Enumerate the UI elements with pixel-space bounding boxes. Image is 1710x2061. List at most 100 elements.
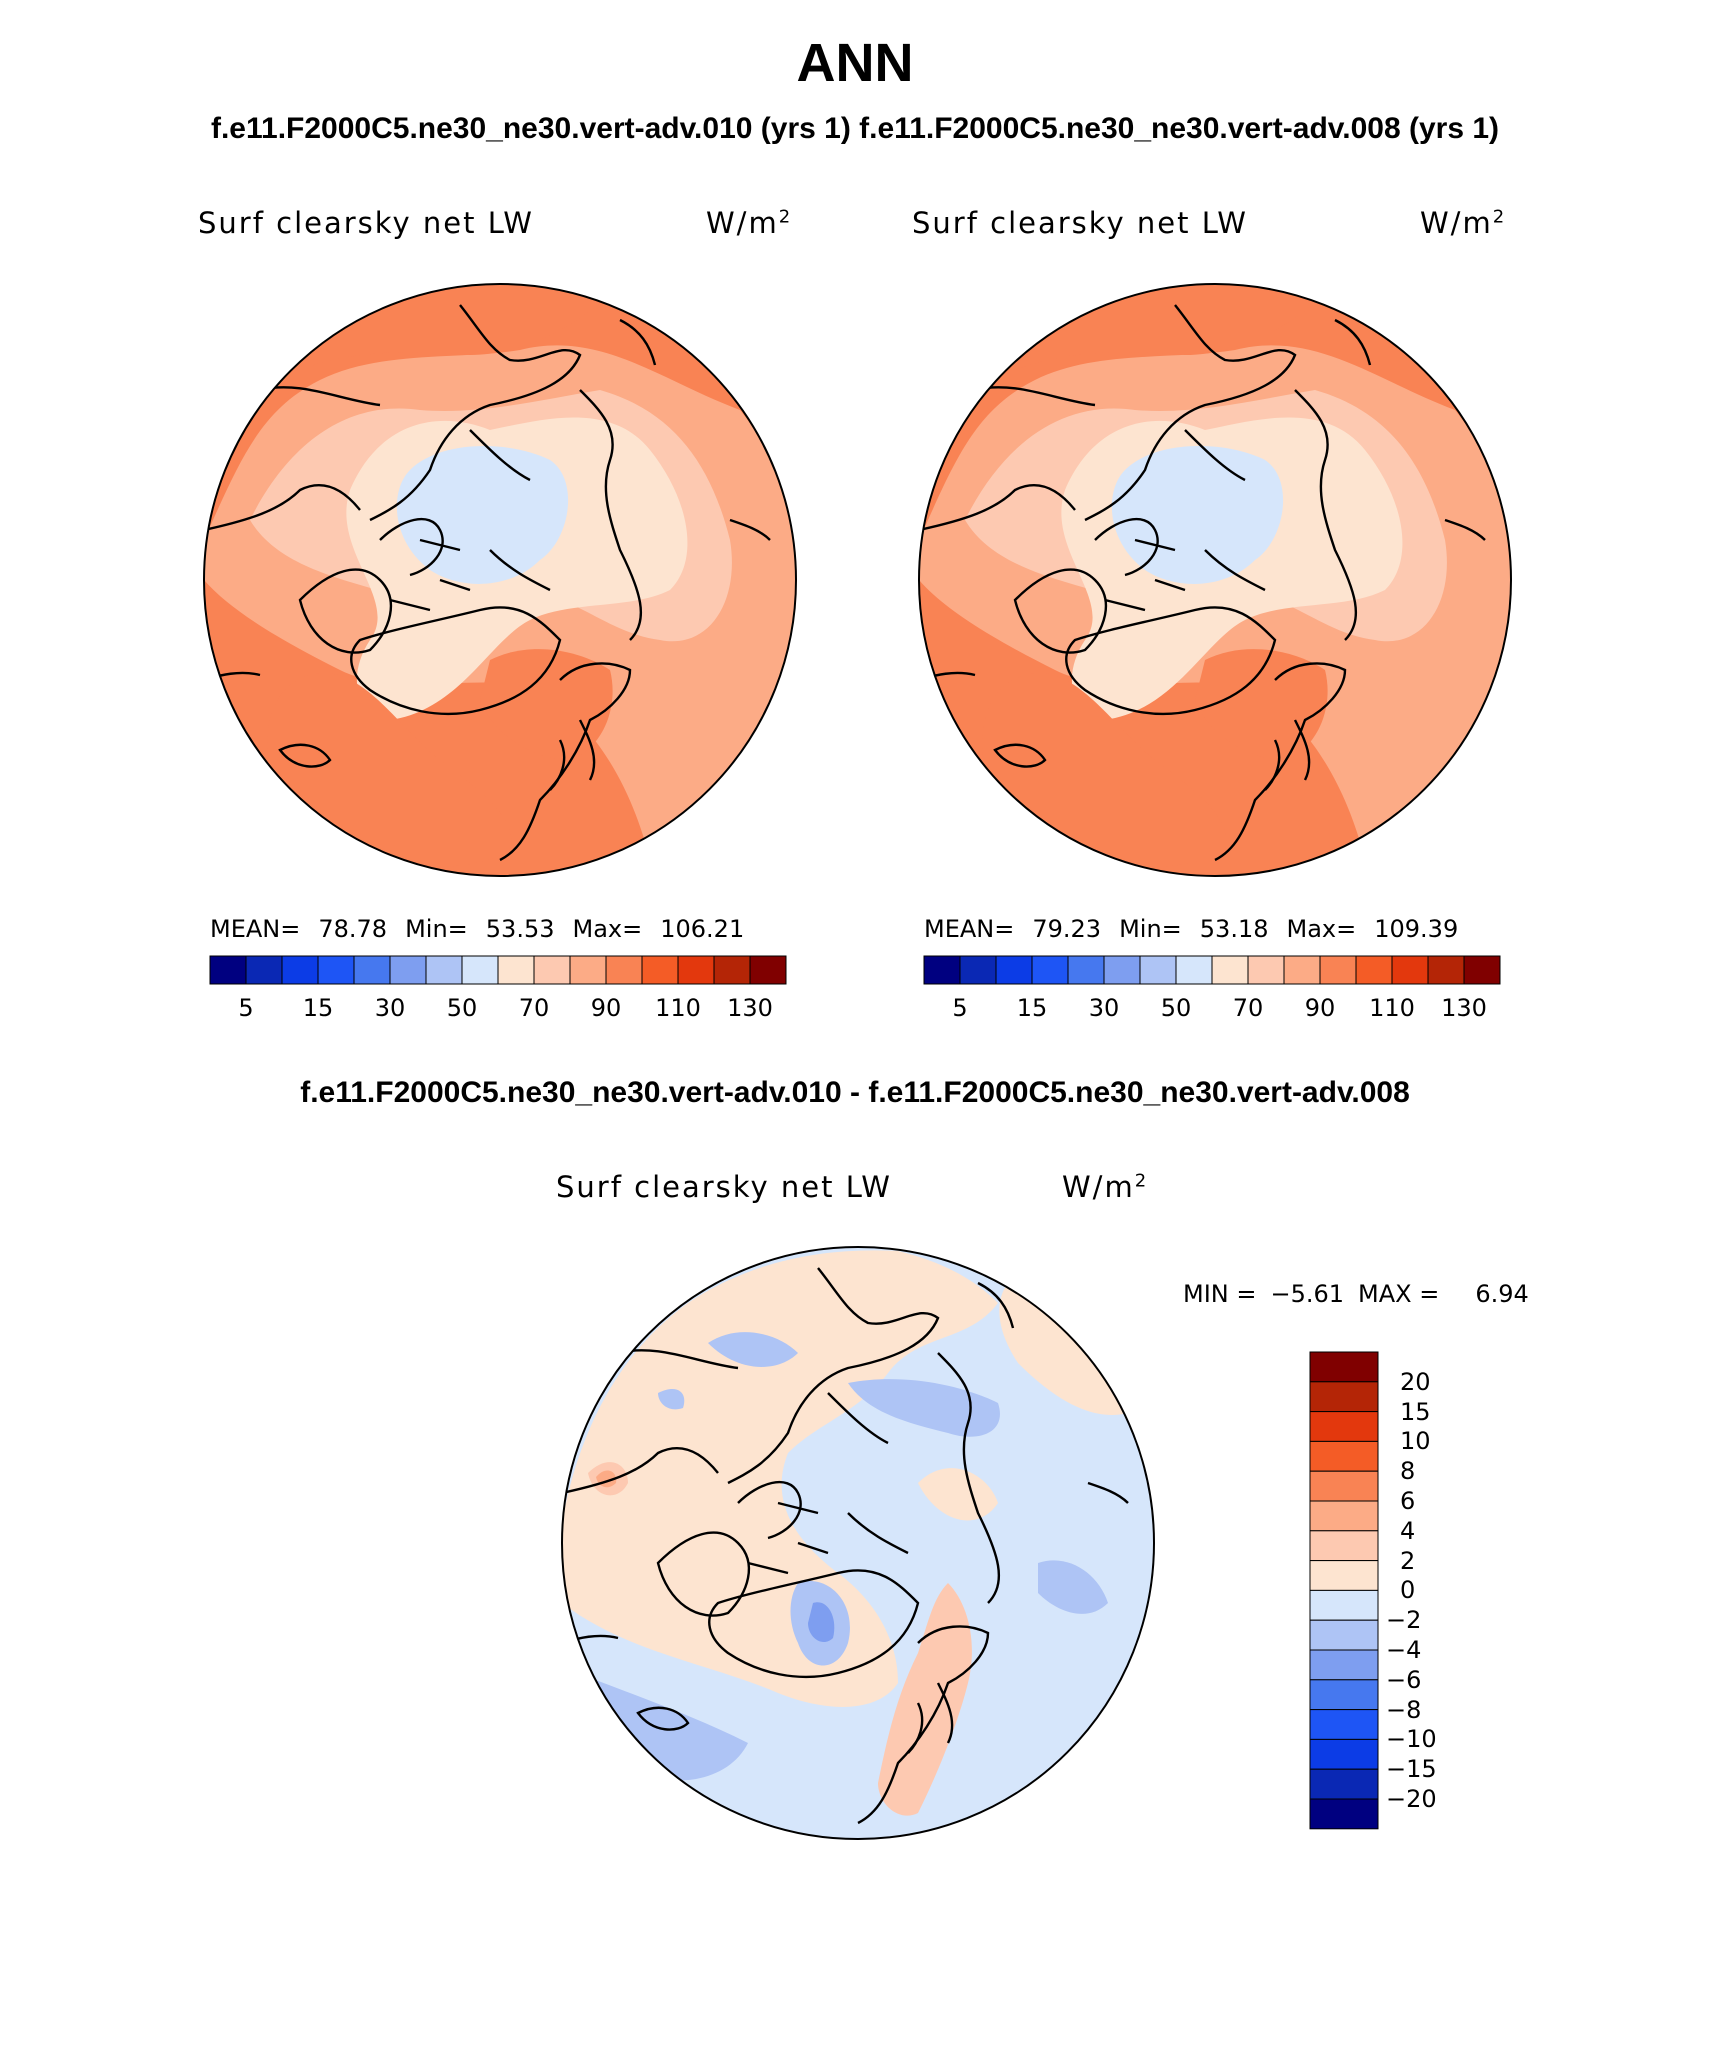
page-title: ANN: [796, 33, 914, 93]
panel1-colorbar-tick-label: 30: [374, 994, 406, 1022]
panel2-units-label: W/m2: [1420, 206, 1507, 240]
panel3-colorbar-tick-label: −20: [1386, 1785, 1437, 1813]
panel2-colorbar-tick-label: 130: [1441, 994, 1487, 1022]
panel2-colorbar-box: [1031, 955, 1069, 985]
panel2-colorbar-tick-label: 30: [1088, 994, 1120, 1022]
panel2-max-value: 109.39: [1374, 915, 1459, 943]
panel1-map: [204, 284, 796, 876]
panel3-colorbar-box: [1309, 1351, 1379, 1383]
panel3-colorbar-tick-label: 15: [1400, 1397, 1431, 1426]
panel1-colorbar-box: [605, 955, 643, 985]
panel3-stats: MIN = −5.61 MAX = 6.94: [1183, 1280, 1529, 1308]
panel3-colorbar-box: [1309, 1738, 1379, 1770]
panel1-colorbar-box: [281, 955, 319, 985]
panel2-colorbar-box: [1067, 955, 1105, 985]
panel2-colorbar-box: [1283, 955, 1321, 985]
panel2-colorbar-tick-label: 15: [1016, 994, 1048, 1022]
panel1-variable-label: Surf clearsky net LW: [198, 206, 534, 240]
panel3-colorbar-tick-label: −8: [1386, 1695, 1422, 1724]
panel1-colorbar-box: [425, 955, 463, 985]
panel3-colorbar-box: [1309, 1619, 1379, 1651]
panel2-colorbar-box: [959, 955, 997, 985]
panel2-map: [919, 284, 1511, 876]
panel1-colorbar-box: [533, 955, 571, 985]
panel1-colorbar-box: [641, 955, 679, 985]
panel2-variable-label: Surf clearsky net LW: [912, 206, 1248, 240]
panel3-colorbar-box: [1309, 1381, 1379, 1413]
panel2-colorbar-box: [1355, 955, 1393, 985]
panel1-colorbar-box: [245, 955, 283, 985]
panel2-colorbar-tick-label: 50: [1160, 994, 1192, 1022]
panel3-colorbar-tick-label: 20: [1400, 1367, 1431, 1396]
panel2-colorbar: [923, 955, 1501, 985]
panel2-colorbar-box: [923, 955, 961, 985]
panel1-colorbar-box: [749, 955, 787, 985]
panel1-colorbar-box: [461, 955, 499, 985]
panel3-colorbar-box: [1309, 1470, 1379, 1502]
panel1-colorbar-box: [317, 955, 355, 985]
panel2-colorbar-box: [1103, 955, 1141, 985]
difference-title: f.e11.F2000C5.ne30_ne30.vert-adv.010 - f…: [300, 1076, 1410, 1109]
panel1-colorbar-tick-label: 5: [238, 994, 254, 1022]
runs-title: f.e11.F2000C5.ne30_ne30.vert-adv.010 (yr…: [210, 112, 1500, 145]
panel1-min-value: 53.53: [485, 915, 555, 943]
panel3-colorbar-box: [1309, 1530, 1379, 1562]
panel2-colorbar-box: [1427, 955, 1465, 985]
panel2-min-value: 53.18: [1199, 915, 1269, 943]
panel1-colorbar-box: [389, 955, 427, 985]
panel3-colorbar-box: [1309, 1798, 1379, 1830]
panel3-colorbar-tick-label: −10: [1386, 1725, 1437, 1754]
panel3-colorbar-box: [1309, 1649, 1379, 1681]
panel3-variable-label: Surf clearsky net LW: [556, 1170, 892, 1204]
panel1-colorbar-box: [569, 955, 607, 985]
panel1-mean-value: 78.78: [318, 915, 388, 943]
panel1-min-label: Min=: [405, 915, 468, 943]
panel1-colorbar-box: [713, 955, 751, 985]
panel3-colorbar-tick-label: 0: [1400, 1576, 1416, 1605]
panel2-colorbar-box: [1319, 955, 1357, 985]
panel2-min-label: Min=: [1119, 915, 1182, 943]
panel1-max-value: 106.21: [660, 915, 745, 943]
panel3-colorbar-tick-label: 10: [1400, 1427, 1431, 1456]
panel3-min-label: MIN =: [1183, 1280, 1257, 1308]
panel1-colorbar-tick-label: 50: [446, 994, 478, 1022]
panel1-colorbar-tick-label: 15: [302, 994, 334, 1022]
panel1-colorbar-tick-label: 90: [590, 994, 622, 1022]
panel1-colorbar: [209, 955, 787, 985]
panel2-map-border: [918, 283, 1512, 877]
panel3-colorbar-box: [1309, 1560, 1379, 1591]
panel3-max-label: MAX =: [1358, 1280, 1440, 1308]
panel3-colorbar-box: [1309, 1709, 1379, 1740]
panel3-colorbar-tick-label: 8: [1400, 1457, 1416, 1486]
panel2-colorbar-box: [1211, 955, 1249, 985]
panel3-colorbar-tick-label: −6: [1386, 1665, 1422, 1694]
panel3-colorbar-tick-label: 2: [1400, 1546, 1416, 1575]
panel3-colorbar-box: [1309, 1411, 1379, 1442]
panel1-colorbar-box: [353, 955, 391, 985]
panel1-colorbar-tick-label: 130: [727, 994, 773, 1022]
panel3-colorbar-box: [1309, 1768, 1379, 1800]
panel2-colorbar-tick-label: 90: [1304, 994, 1336, 1022]
panel2-colorbar-box: [1247, 955, 1285, 985]
panel1-colorbar-box: [209, 955, 247, 985]
panel1-stats: MEAN= 78.78 Min= 53.53 Max= 106.21: [210, 915, 744, 943]
panel2-colorbar-tick-label: 5: [952, 994, 968, 1022]
panel2-colorbar-box: [1139, 955, 1177, 985]
panel2-colorbar-box: [1175, 955, 1213, 985]
panel3-colorbar-box: [1309, 1589, 1379, 1621]
panel3-max-value: 6.94: [1475, 1280, 1529, 1308]
panel3-colorbar-tick-label: 4: [1400, 1516, 1416, 1545]
panel1-colorbar-tick-label: 110: [655, 994, 701, 1022]
panel3-colorbar-box: [1309, 1500, 1379, 1532]
panel2-mean-value: 79.23: [1032, 915, 1102, 943]
panel2-colorbar-box: [1391, 955, 1429, 985]
panel1-max-label: Max=: [572, 915, 643, 943]
panel1-colorbar-tick-label: 70: [518, 994, 550, 1022]
panel3-colorbar-tick-label: −15: [1386, 1755, 1437, 1784]
panel1-colorbar-box: [677, 955, 715, 985]
panel2-colorbar-tick-label: 110: [1369, 994, 1415, 1022]
panel2-colorbar-box: [1463, 955, 1501, 985]
panel1-map-border: [203, 283, 797, 877]
panel3-colorbar-tick-label: −4: [1386, 1636, 1422, 1664]
